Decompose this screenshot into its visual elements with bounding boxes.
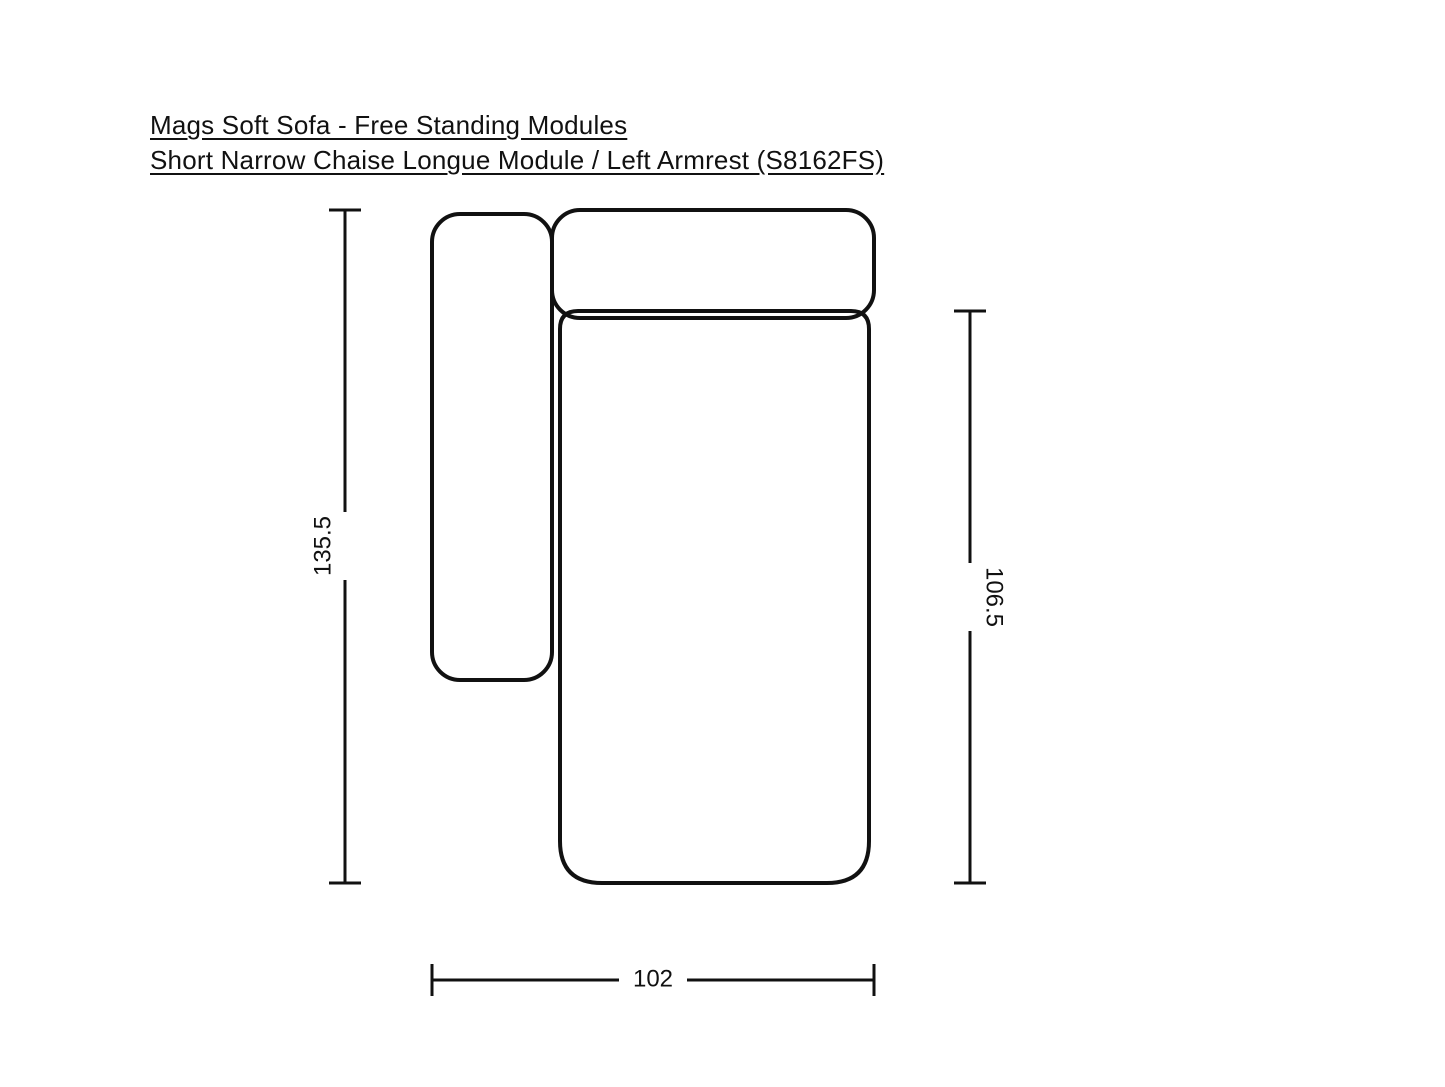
dimension-height-total: 135.5	[309, 210, 361, 883]
dimension-height-seat: 106.5	[954, 311, 1008, 883]
back-cushion-outline	[552, 210, 874, 318]
dimension-height-seat-label: 106.5	[981, 567, 1008, 627]
dimension-width: 102	[432, 964, 874, 996]
armrest-outline	[432, 214, 552, 680]
dimension-width-label: 102	[633, 965, 673, 992]
seat-outline	[560, 311, 869, 883]
diagram-svg: 135.5 106.5 102	[0, 0, 1445, 1087]
dimension-height-total-label: 135.5	[309, 516, 336, 576]
